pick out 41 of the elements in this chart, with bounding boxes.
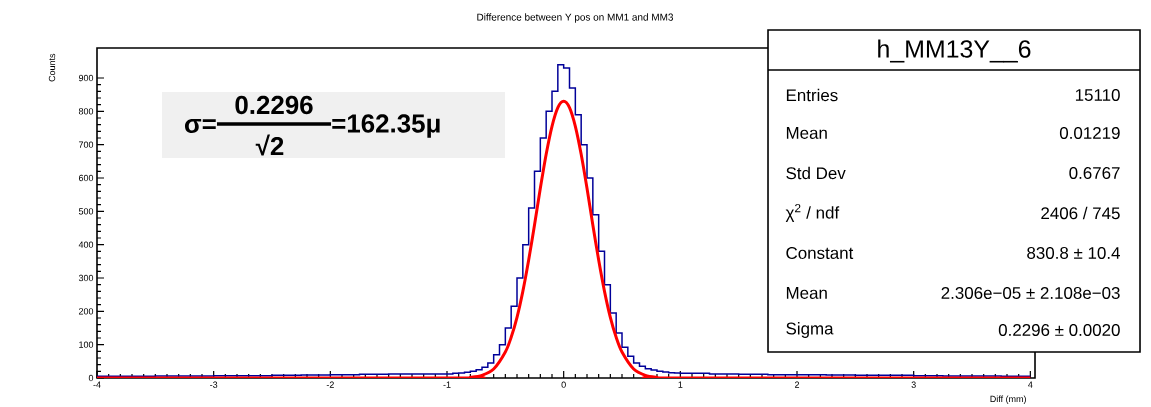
annotation: Entries: [786, 88, 838, 102]
annotation: Sigma: [786, 322, 834, 338]
x-tick-label: 2: [794, 381, 800, 388]
chart-title: Difference between Y pos on MM1 and MM3: [477, 13, 674, 23]
x-axis-title: Diff (mm): [990, 395, 1026, 404]
text: 0.6767: [1069, 167, 1120, 179]
x-tick-label: 3: [911, 381, 916, 388]
annotation: 2.306e−05 ± 2.108e−03: [941, 287, 1120, 299]
annotation: Mean: [786, 127, 827, 139]
x-tick-label: -1: [443, 381, 451, 388]
y-tick-label: 0: [88, 374, 94, 382]
annotation: =162.35μ: [332, 114, 440, 138]
text: 15110: [1075, 89, 1120, 101]
text: 2406 / 745: [1041, 206, 1120, 220]
annotation: √2: [255, 134, 284, 156]
annotation: Constant: [786, 247, 854, 259]
annotation: Mean: [786, 287, 827, 299]
annotation: 0.2296 ± 0.0020: [998, 324, 1120, 336]
y-tick-label: 700: [78, 141, 94, 148]
y-tick-label: 200: [78, 308, 94, 315]
annotation: h_MM13Y__6: [878, 39, 1031, 63]
text: 0.01219: [1059, 127, 1120, 139]
y-axis-title: Counts: [48, 53, 56, 82]
annotation: Std Dev: [786, 166, 846, 180]
x-tick-label: 4: [1028, 381, 1033, 388]
y-tick-label: 500: [78, 208, 94, 215]
x-tick-label: 0: [561, 381, 566, 388]
x-tick-label: 1: [678, 381, 683, 388]
annotation: 830.8 ± 10.4: [1027, 247, 1120, 259]
x-tick-label: -4: [93, 381, 101, 388]
y-tick-label: 800: [78, 108, 94, 115]
y-tick-label: 900: [78, 74, 94, 82]
annotation: σ=: [184, 119, 216, 133]
annotation: 0.2296: [235, 95, 313, 115]
y-tick-label: 400: [78, 241, 94, 248]
y-tick-label: 300: [78, 274, 94, 282]
x-tick-label: -2: [326, 381, 334, 388]
x-tick-label: -3: [210, 381, 218, 388]
y-tick-label: 100: [79, 341, 94, 348]
y-tick-label: 600: [78, 174, 94, 182]
annotation: χ$^{2}$ / ndf: [785, 203, 840, 223]
